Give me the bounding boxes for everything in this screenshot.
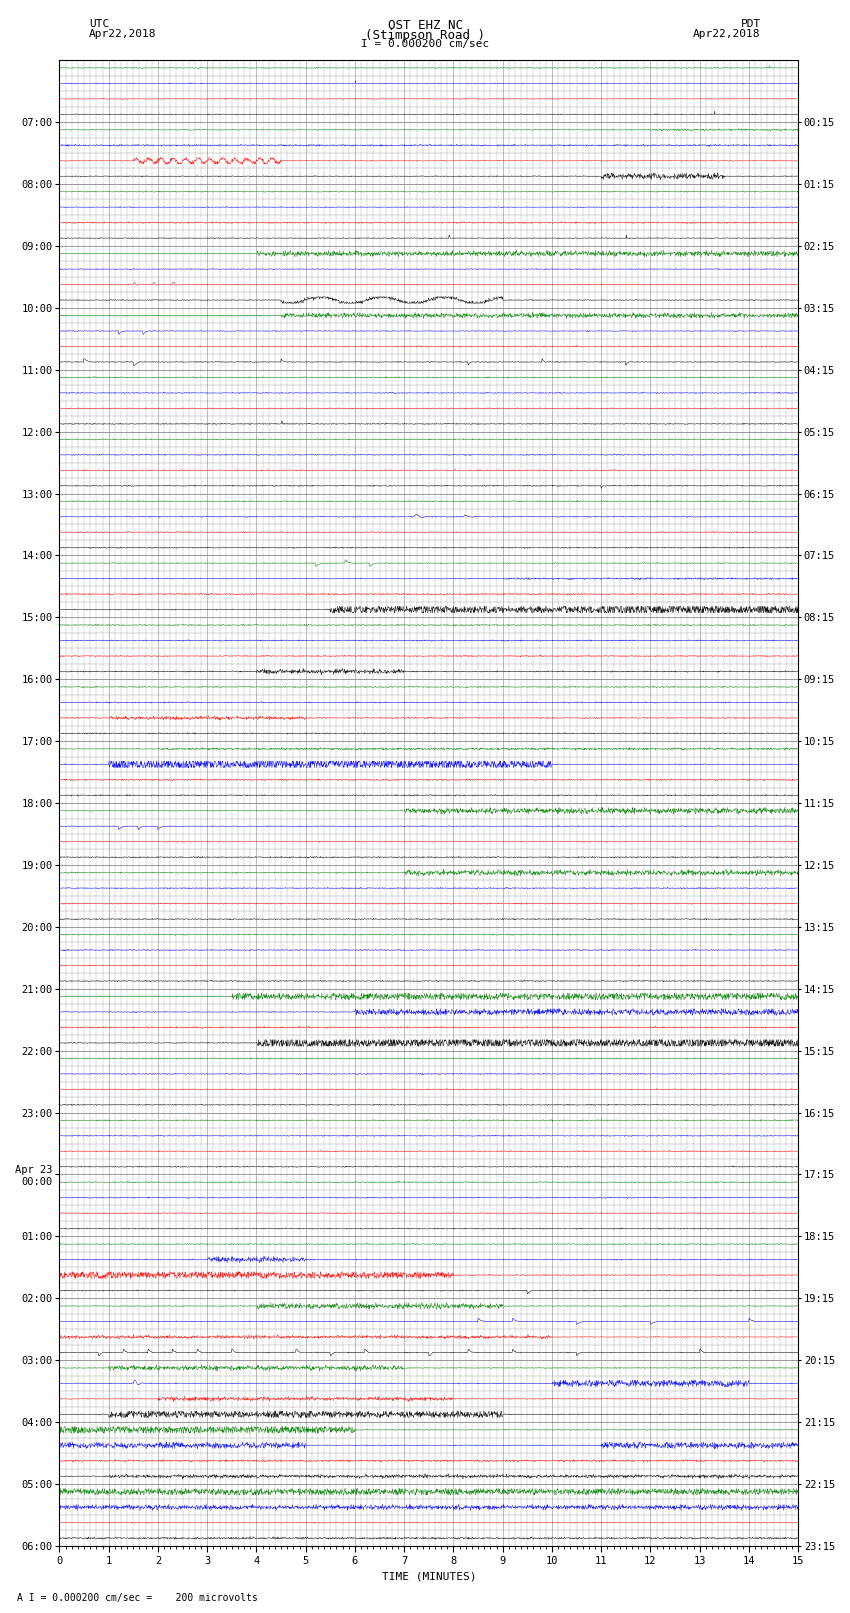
Text: UTC: UTC [89, 19, 110, 29]
Text: PDT: PDT [740, 19, 761, 29]
Text: OST EHZ NC: OST EHZ NC [388, 19, 462, 32]
Text: A I = 0.000200 cm/sec =    200 microvolts: A I = 0.000200 cm/sec = 200 microvolts [17, 1594, 258, 1603]
Text: Apr22,2018: Apr22,2018 [694, 29, 761, 39]
Text: I = 0.000200 cm/sec: I = 0.000200 cm/sec [361, 39, 489, 48]
Text: (Stimpson Road ): (Stimpson Road ) [365, 29, 485, 42]
Text: Apr22,2018: Apr22,2018 [89, 29, 156, 39]
X-axis label: TIME (MINUTES): TIME (MINUTES) [382, 1573, 476, 1582]
